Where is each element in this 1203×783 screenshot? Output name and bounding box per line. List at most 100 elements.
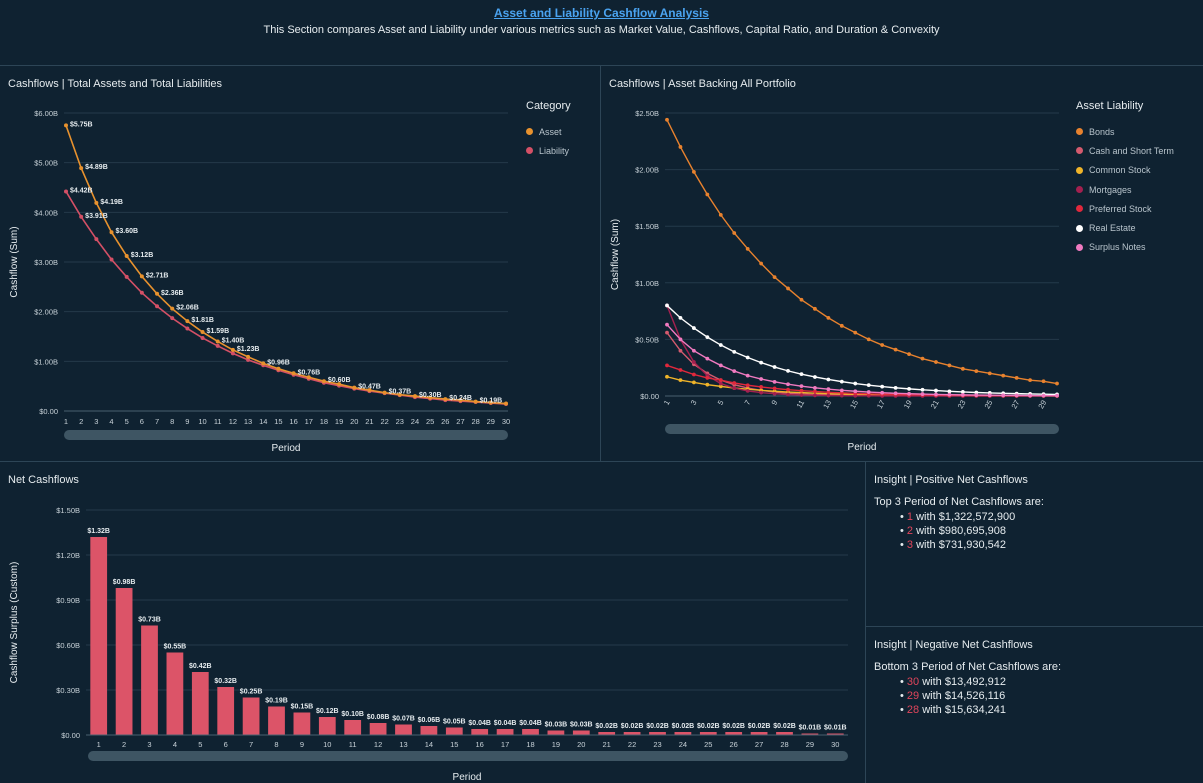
data-point-surplus-notes <box>866 390 871 394</box>
panel-net-cashflows: Net Cashflows $0.00 $0.30B $0.60B $0.90B $1.… <box>0 461 865 783</box>
x-tick-label: 21 <box>365 417 373 426</box>
data-label: $3.91B <box>85 213 108 220</box>
bar-value-label: $0.03B <box>570 722 593 729</box>
data-point-surplus-notes <box>974 393 979 397</box>
data-point-bonds <box>839 323 844 328</box>
data-point-bonds <box>691 169 696 174</box>
net-cashflow-chart[interactable]: $0.00 $0.30B $0.60B $0.90B $1.20B $1.50B $1.32… <box>0 462 865 783</box>
dashboard-title-link[interactable]: Asset and Liability Cashflow Analysis <box>494 6 709 20</box>
x-scrollbar[interactable] <box>64 430 508 440</box>
data-point-real-estate <box>745 355 750 360</box>
bar <box>598 732 616 735</box>
x-tick-label: 5 <box>716 399 726 407</box>
legend-item-surplus-notes[interactable]: Surplus Notes <box>1076 238 1174 257</box>
legend-item-preferred-stock[interactable]: Preferred Stock <box>1076 199 1174 218</box>
x-tick-label: 4 <box>109 417 113 426</box>
x-tick-label: 5 <box>125 417 129 426</box>
data-point-asset <box>412 394 417 399</box>
bar <box>141 625 158 735</box>
x-tick-label: 24 <box>411 417 419 426</box>
x-tick-label: 7 <box>743 399 753 407</box>
legend-item-asset[interactable]: Asset <box>526 122 571 141</box>
insight-item: 1 with $1,322,572,900 <box>900 510 1044 524</box>
data-point-surplus-notes <box>678 337 683 342</box>
data-point-asset <box>306 375 311 380</box>
legend-item-liability[interactable]: Liability <box>526 141 571 160</box>
bar-value-label: $0.02B <box>621 723 644 730</box>
data-point-mortgages <box>839 393 844 398</box>
x-tick-label: 16 <box>476 740 484 749</box>
x-tick-label: 24 <box>679 740 687 749</box>
data-point-asset <box>170 306 175 311</box>
x-tick-label: 20 <box>577 740 585 749</box>
data-point-real-estate <box>678 315 683 320</box>
data-point-cash-and-short-term <box>678 348 683 353</box>
data-point-surplus-notes <box>1028 393 1033 398</box>
data-point-mortgages <box>826 393 831 398</box>
vertical-divider <box>600 65 601 461</box>
data-point-surplus-notes <box>1055 393 1059 398</box>
bar <box>649 732 666 735</box>
bar-value-label: $0.02B <box>773 723 796 730</box>
data-point-bonds <box>772 275 777 280</box>
data-point-bonds <box>1014 375 1019 380</box>
bar <box>166 652 184 735</box>
legend-dot-icon <box>1076 128 1083 136</box>
bar-value-label: $0.25B <box>240 689 263 696</box>
data-point-asset <box>155 291 160 296</box>
x-tick-label: 14 <box>259 417 267 426</box>
data-point-liability <box>109 257 114 262</box>
legend-dot-icon <box>1076 224 1083 232</box>
x-tick-label: 15 <box>274 417 282 426</box>
x-tick-label: 3 <box>94 417 98 426</box>
data-point-asset <box>94 200 99 205</box>
x-tick-label: 23 <box>653 740 661 749</box>
data-point-preferred-stock <box>772 386 777 391</box>
legend-item-mortgages[interactable]: Mortgages <box>1076 180 1174 199</box>
x-tick-label: 8 <box>274 740 278 749</box>
x-tick-label: 29 <box>806 740 814 749</box>
insight-title: Insight | Positive Net Cashflows <box>874 474 1028 486</box>
x-tick-label: 30 <box>502 417 510 426</box>
data-point-real-estate <box>947 389 952 394</box>
data-point-preferred-stock <box>813 389 817 394</box>
x-scrollbar[interactable] <box>665 424 1059 434</box>
x-tick-label: 13 <box>244 417 252 426</box>
bar-value-label: $0.05B <box>443 719 466 726</box>
data-label: $1.59B <box>207 328 230 335</box>
x-tick-label: 6 <box>140 417 144 426</box>
data-point-liability <box>215 343 220 348</box>
total-cashflow-chart[interactable]: $0.00 $1.00B $2.00B $3.00B $4.00B $5.00B $6.00… <box>0 66 600 462</box>
insight-item: 2 with $980,695,908 <box>900 524 1044 538</box>
insight-intro: Bottom 3 Period of Net Cashflows are: <box>874 661 1062 673</box>
legend-item-bonds[interactable]: Bonds <box>1076 122 1174 141</box>
y-tick-label: $0.60B <box>56 641 80 650</box>
legend-item-real-estate[interactable]: Real Estate <box>1076 218 1174 237</box>
data-label: $1.23B <box>237 346 260 353</box>
data-point-bonds <box>853 330 858 335</box>
x-tick-label: 10 <box>198 417 206 426</box>
data-point-surplus-notes <box>907 391 911 396</box>
legend-item-cash-short-term[interactable]: Cash and Short Term <box>1076 141 1174 160</box>
data-point-common-stock <box>691 380 696 385</box>
x-tick-label: 29 <box>1036 399 1048 411</box>
data-point-real-estate <box>880 384 885 389</box>
data-point-bonds <box>1041 379 1046 384</box>
data-point-mortgages <box>732 386 737 390</box>
legend-label: Asset <box>539 126 562 137</box>
y-tick-label: $0.00 <box>39 407 58 416</box>
data-point-asset <box>230 347 235 352</box>
legend-item-common-stock[interactable]: Common Stock <box>1076 161 1174 180</box>
insight-list: 1 with $1,322,572,900 2 with $980,695,90… <box>900 510 1044 552</box>
x-tick-label: 18 <box>320 417 328 426</box>
x-scrollbar[interactable] <box>88 751 848 761</box>
data-point-common-stock <box>705 382 710 387</box>
data-point-surplus-notes <box>718 363 723 368</box>
data-point-bonds <box>678 145 683 149</box>
data-point-preferred-stock <box>745 383 750 388</box>
data-point-real-estate <box>839 379 844 384</box>
x-tick-label: 8 <box>170 417 174 426</box>
bar-value-label: $0.32B <box>214 678 237 685</box>
data-point-asset <box>139 274 144 279</box>
